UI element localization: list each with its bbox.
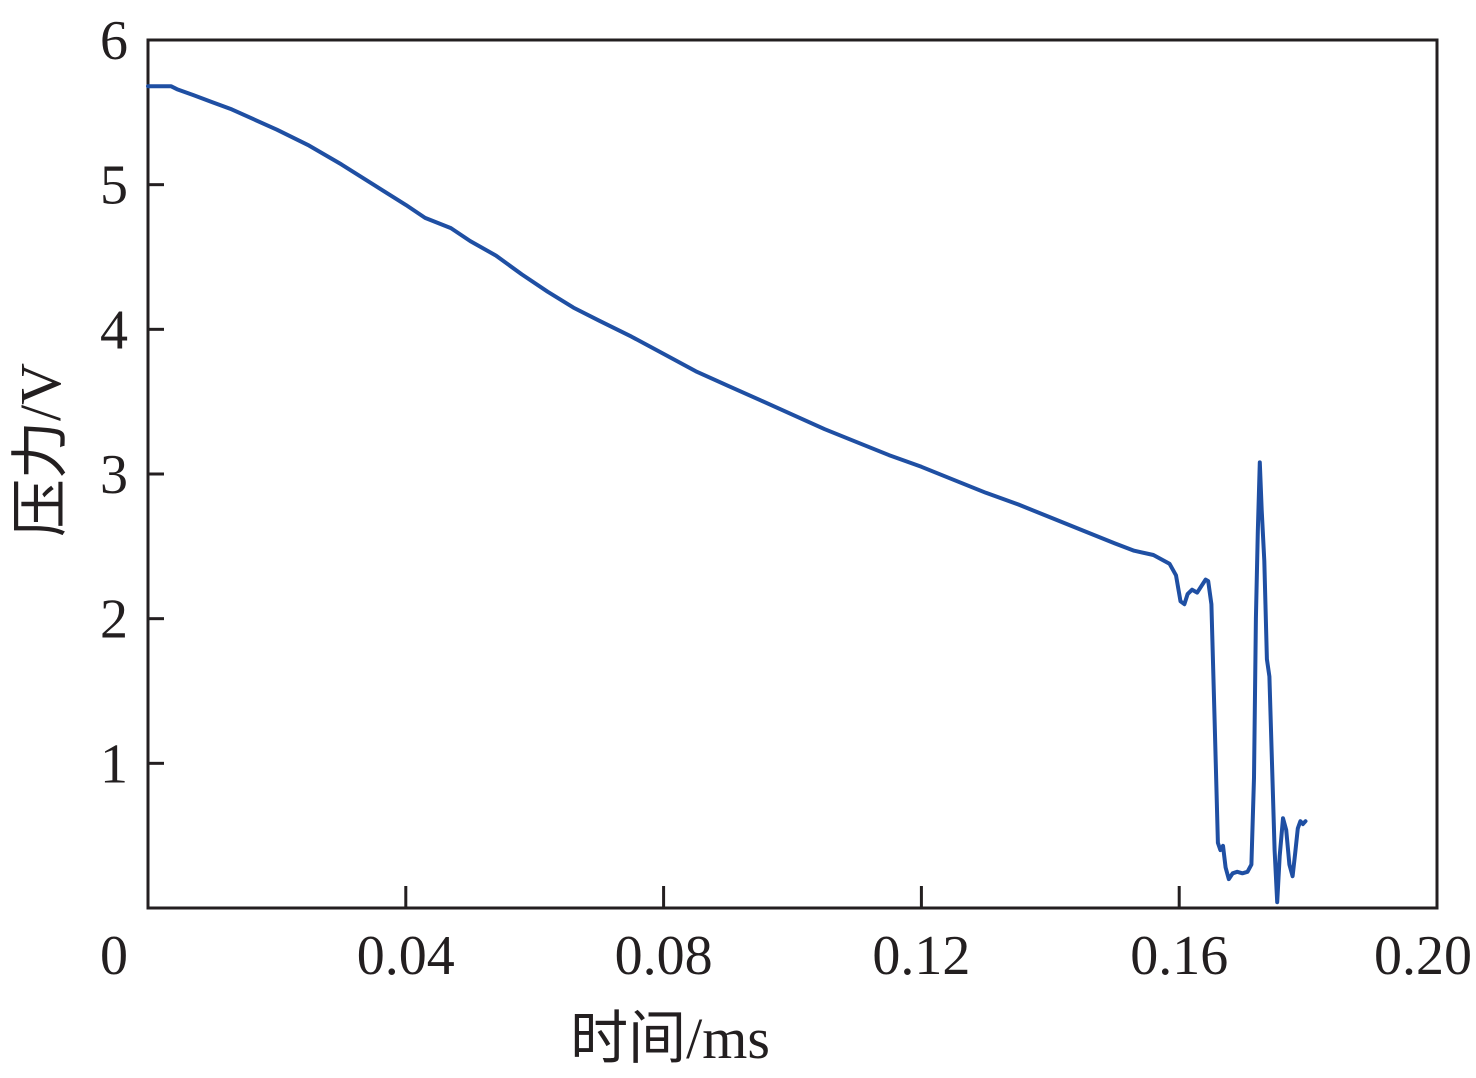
x-tick-label: 0	[100, 925, 128, 987]
y-tick-label: 6	[100, 10, 128, 72]
x-tick-label: 0.20	[1374, 925, 1472, 987]
y-tick-label: 5	[100, 155, 128, 217]
plot-frame	[146, 38, 1439, 910]
x-tick-label: 0.08	[615, 925, 713, 987]
y-axis-title: 压力/V	[8, 363, 73, 537]
y-tick-label: 4	[100, 299, 128, 361]
x-tick-label: 0.16	[1130, 925, 1228, 987]
y-tick-label: 1	[100, 733, 128, 795]
x-tick-label: 0.04	[357, 925, 455, 987]
pressure-series-line	[146, 84, 1308, 905]
x-tick-label: 0.12	[872, 925, 970, 987]
y-axis-ticks: 1 2 3 4 5 6	[100, 10, 164, 795]
x-axis-title: 时间/ms	[570, 1006, 770, 1071]
x-axis-ticks: 0 0.04 0.08 0.12 0.16 0.20	[100, 886, 1472, 987]
y-tick-label: 2	[100, 589, 128, 651]
y-tick-label: 3	[100, 444, 128, 506]
